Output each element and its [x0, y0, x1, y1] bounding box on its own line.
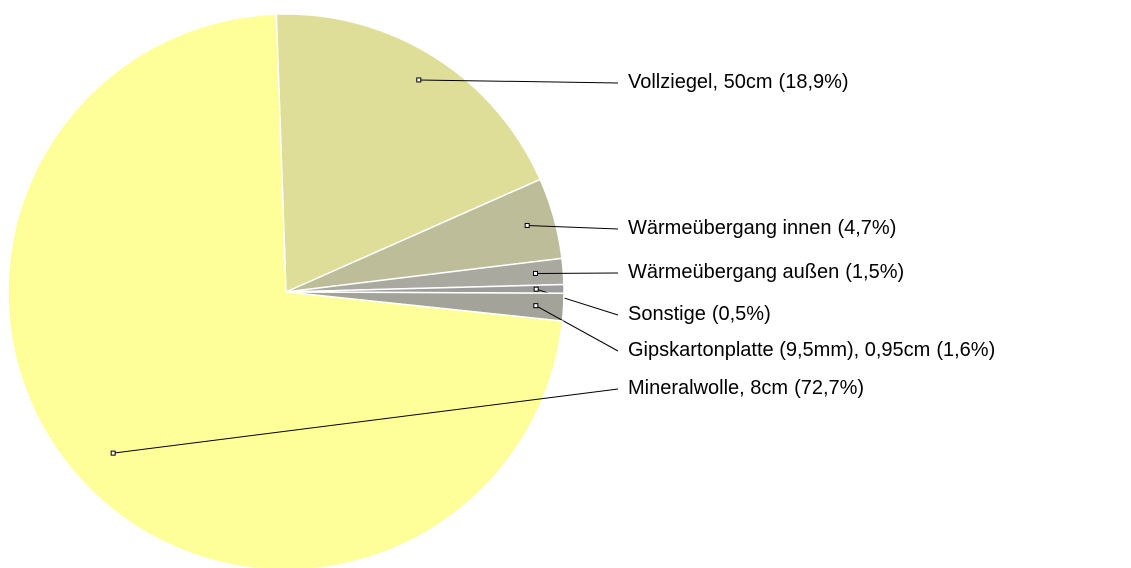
leader-line	[113, 388, 619, 454]
leader-line	[418, 79, 619, 84]
slice-value: (1,5%)	[845, 261, 904, 283]
slice-name: Mineralwolle, 8cm	[628, 377, 788, 399]
leader-line	[535, 305, 619, 352]
slice-name: Vollziegel, 50cm	[628, 71, 773, 93]
slice-label: Wärmeübergang innen (4,7%)	[628, 217, 896, 239]
slice-name: Wärmeübergang außen	[628, 261, 839, 283]
pie-slice	[7, 13, 564, 568]
slice-label: Wärmeübergang außen (1,5%)	[628, 261, 904, 283]
leader-line	[527, 224, 619, 230]
leader-marker	[533, 286, 539, 292]
slice-value: (1,6%)	[936, 339, 995, 361]
leader-marker	[416, 77, 422, 83]
slice-label: Gipskartonplatte (9,5mm), 0,95cm (1,6%)	[628, 339, 995, 361]
slice-name: Gipskartonplatte (9,5mm), 0,95cm	[628, 339, 930, 361]
slice-label: Vollziegel, 50cm (18,9%)	[628, 71, 849, 93]
slice-name: Wärmeübergang innen	[628, 217, 831, 239]
leader-marker	[533, 270, 539, 276]
slice-label: Mineralwolle, 8cm (72,7%)	[628, 377, 864, 399]
pie-slice	[275, 13, 542, 294]
leader-marker	[110, 450, 116, 456]
leader-marker	[524, 222, 530, 228]
slice-label: Sonstige (0,5%)	[628, 303, 771, 325]
leader-marker	[533, 303, 539, 309]
slice-value: (4,7%)	[837, 217, 896, 239]
slice-value: (72,7%)	[794, 377, 864, 399]
slice-value: (0,5%)	[712, 303, 771, 325]
slice-name: Sonstige	[628, 303, 706, 325]
slice-value: (18,9%)	[779, 71, 849, 93]
